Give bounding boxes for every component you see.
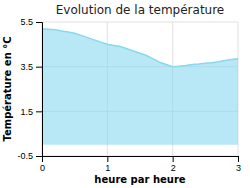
y-axis-tick-label: 3.5	[20, 62, 33, 72]
x-axis: 0 1 2 3	[40, 156, 241, 173]
x-axis-tick-mark	[238, 156, 239, 162]
y-axis-tick: 3.5	[20, 62, 42, 72]
grid	[42, 22, 238, 156]
x-axis-tick-mark	[173, 156, 174, 162]
x-axis-line	[43, 157, 239, 163]
plot: 0 1 2 3 -0.5 1.5 3.5 5.5	[17, 17, 241, 173]
x-axis-tick-label: 2	[171, 163, 176, 173]
title: Evolution de la température	[56, 3, 225, 17]
x-axis-tick-label: 1	[105, 163, 110, 173]
line	[42, 29, 238, 67]
y-axis-tick: 5.5	[20, 17, 42, 27]
x-axis-tick-label: 3	[236, 163, 241, 173]
y-axis-tick: 1.5	[20, 107, 42, 117]
y-axis: -0.5 1.5 3.5 5.5	[17, 17, 42, 161]
x-axis-tick: 0	[40, 156, 45, 173]
y-axis-tick-mark	[36, 111, 42, 112]
x-axis-tick: 3	[236, 156, 241, 173]
x-axis-tick-label: 0	[40, 163, 45, 173]
area	[42, 29, 238, 145]
y-axis-tick-label: 1.5	[20, 107, 33, 117]
y-axis-tick-label: -0.5	[17, 151, 33, 161]
grid-line-y	[42, 22, 238, 23]
y-axis-title: Température en °C	[2, 36, 13, 141]
y-axis-tick-mark	[36, 156, 42, 157]
y-axis-tick-mark	[36, 67, 42, 68]
y-axis-tick: -0.5	[17, 151, 42, 161]
y-axis-tick-mark	[36, 22, 42, 23]
y-axis-tick-label: 5.5	[20, 17, 33, 27]
marks	[42, 29, 238, 145]
x-axis-tick: 2	[171, 156, 176, 173]
x-axis-title: heure par heure	[94, 174, 185, 185]
chart: 0 1 2 3 -0.5 1.5 3.5 5.5 Evolution de la tempéra…	[0, 0, 250, 188]
y-axis-line	[36, 23, 43, 157]
x-axis-tick: 1	[105, 156, 110, 173]
x-axis-tick-mark	[107, 156, 108, 162]
